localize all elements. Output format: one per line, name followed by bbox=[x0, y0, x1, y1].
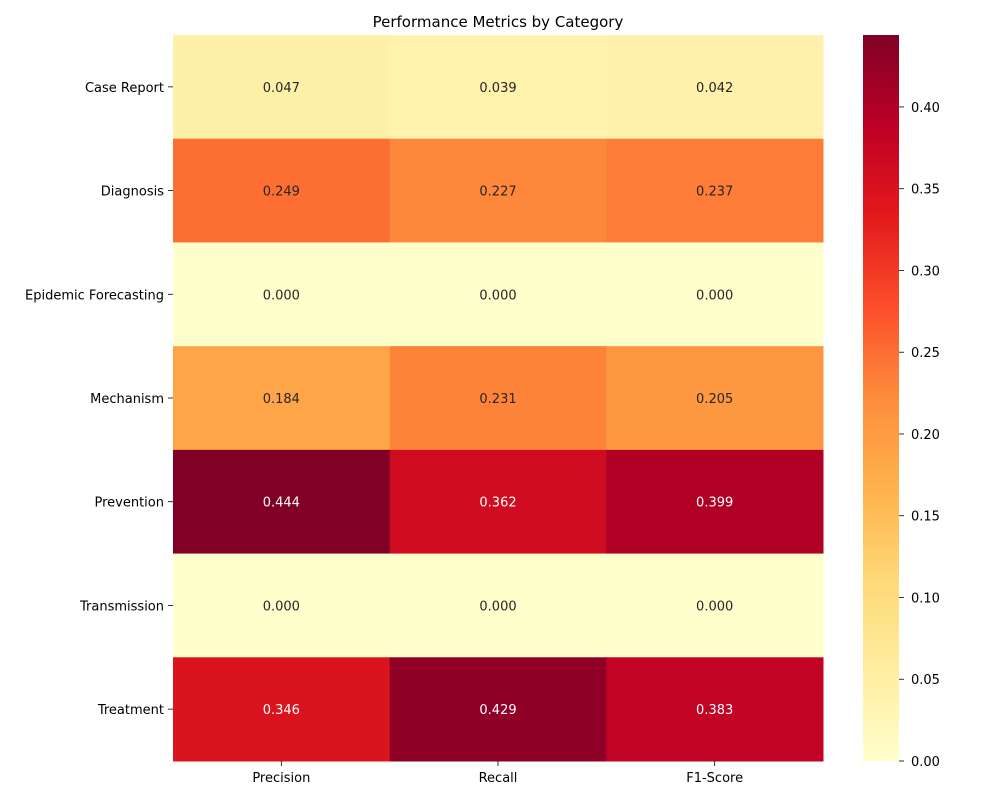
heatmap-cell bbox=[389, 657, 607, 762]
cell-value-label: 0.429 bbox=[479, 703, 516, 718]
heatmap-cell bbox=[173, 35, 391, 140]
heatmap-cell bbox=[173, 449, 391, 555]
colorbar-tick-label: 0.30 bbox=[911, 264, 940, 279]
y-tick-label: Treatment bbox=[97, 703, 164, 718]
x-tick-label: Precision bbox=[252, 771, 310, 786]
heatmap-cell bbox=[606, 138, 824, 243]
cell-value-label: 0.205 bbox=[696, 392, 733, 407]
heatmap-cell bbox=[606, 553, 824, 658]
cell-value-label: 0.383 bbox=[696, 703, 733, 718]
x-tick-label: Recall bbox=[479, 771, 518, 786]
colorbar-tick-label: 0.00 bbox=[911, 755, 940, 770]
cell-value-label: 0.231 bbox=[479, 392, 516, 407]
colorbar-ticks: 0.00 0.05 0.10 0.15 0.20 0.25 0.30 0.35 0.40 bbox=[899, 101, 940, 770]
cell-value-label: 0.362 bbox=[479, 496, 516, 511]
colorbar-tick-label: 0.20 bbox=[911, 428, 940, 443]
cell-value-label: 0.184 bbox=[263, 392, 300, 407]
heatmap-cell bbox=[173, 346, 391, 451]
colorbar-tick-label: 0.05 bbox=[911, 673, 940, 688]
cell-value-label: 0.444 bbox=[263, 496, 300, 511]
heatmap-cell bbox=[389, 138, 607, 243]
y-tick-label: Mechanism bbox=[90, 392, 164, 407]
heatmap-cell bbox=[173, 657, 391, 762]
heatmap-cell bbox=[606, 657, 824, 762]
colorbar-tick-label: 0.15 bbox=[911, 510, 940, 525]
x-tick-label: F1-Score bbox=[686, 771, 743, 786]
colorbar bbox=[863, 35, 899, 761]
y-tick-label: Transmission bbox=[79, 599, 164, 614]
chart-title: Performance Metrics by Category bbox=[373, 13, 624, 31]
colorbar-tick-label: 0.25 bbox=[911, 346, 940, 361]
cell-value-label: 0.000 bbox=[263, 288, 300, 303]
cell-value-label: 0.000 bbox=[696, 288, 733, 303]
heatmap-cell bbox=[606, 346, 824, 451]
y-tick-label: Case Report bbox=[85, 81, 164, 96]
cell-value-label: 0.000 bbox=[479, 599, 516, 614]
colorbar-tick-label: 0.10 bbox=[911, 591, 940, 606]
cell-value-label: 0.399 bbox=[696, 496, 733, 511]
heatmap-cell bbox=[389, 346, 607, 451]
y-axis-ticks: Case Report Diagnosis Epidemic Forecasting… bbox=[25, 81, 173, 718]
heatmap-cell bbox=[389, 449, 607, 555]
x-axis-ticks: Precision Recall F1-Score bbox=[252, 761, 743, 786]
cell-value-label: 0.000 bbox=[696, 599, 733, 614]
cell-value-label: 0.227 bbox=[479, 185, 516, 200]
y-tick-label: Diagnosis bbox=[101, 185, 164, 200]
colorbar-tick-label: 0.40 bbox=[911, 101, 940, 116]
heatmap-cell bbox=[173, 553, 391, 658]
cell-value-label: 0.047 bbox=[263, 81, 300, 96]
cell-value-label: 0.249 bbox=[263, 185, 300, 200]
colorbar-tick-label: 0.35 bbox=[911, 183, 940, 198]
heatmap-cell bbox=[173, 138, 391, 243]
cell-value-label: 0.346 bbox=[263, 703, 300, 718]
cell-value-label: 0.237 bbox=[696, 185, 733, 200]
heatmap-cell bbox=[606, 242, 824, 347]
cell-value-label: 0.042 bbox=[696, 81, 733, 96]
heatmap-cells: 0.047 0.039 0.042 0.249 0.227 0.237 0.000 0.000… bbox=[173, 35, 824, 762]
heatmap-cell bbox=[389, 242, 607, 347]
cell-value-label: 0.039 bbox=[479, 81, 516, 96]
cell-value-label: 0.000 bbox=[263, 599, 300, 614]
y-tick-label: Prevention bbox=[94, 496, 164, 511]
heatmap-cell bbox=[389, 35, 607, 140]
y-tick-label: Epidemic Forecasting bbox=[25, 288, 164, 303]
heatmap-cell bbox=[389, 553, 607, 658]
cell-value-label: 0.000 bbox=[479, 288, 516, 303]
heatmap-cell bbox=[173, 242, 391, 347]
heatmap-cell bbox=[606, 35, 824, 140]
heatmap-cell bbox=[606, 449, 824, 555]
